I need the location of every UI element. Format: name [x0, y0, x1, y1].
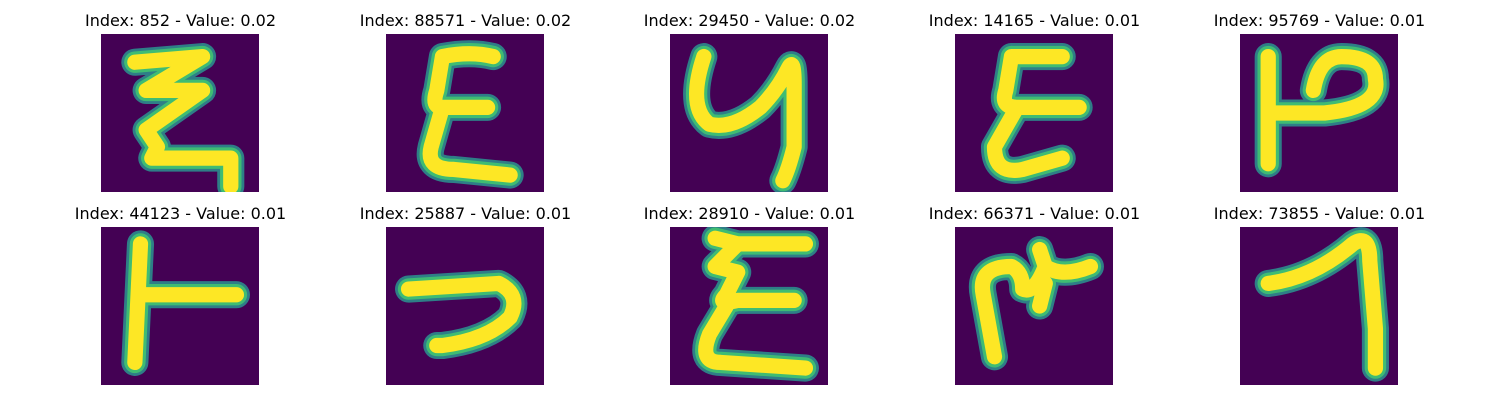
stroke-core	[400, 275, 522, 354]
glyph-image	[1240, 227, 1398, 385]
glyph-stroke	[395, 269, 528, 360]
panel-title: Index: 28910 - Value: 0.01	[643, 204, 856, 223]
stroke-core	[986, 48, 1087, 178]
glyph-stroke	[416, 40, 524, 189]
glyph-stroke	[121, 230, 250, 376]
stroke-core	[127, 236, 245, 371]
panel-title: Index: 44123 - Value: 0.01	[74, 204, 287, 223]
glyph-image	[670, 227, 828, 385]
panel-title: Index: 73855 - Value: 0.01	[1213, 204, 1426, 223]
panel-title: Index: 66371 - Value: 0.01	[928, 204, 1141, 223]
stroke-core	[127, 48, 239, 192]
glyph-image	[101, 227, 259, 385]
stroke-core	[689, 48, 802, 189]
panel-title: Index: 88571 - Value: 0.02	[359, 11, 572, 30]
glyph-image	[1240, 34, 1398, 192]
panel-title: Index: 25887 - Value: 0.01	[359, 204, 572, 223]
glyph-stroke	[980, 43, 1093, 184]
glyph-stroke	[683, 43, 808, 192]
glyph-stroke	[692, 227, 819, 382]
panel-title: Index: 852 - Value: 0.02	[84, 11, 277, 30]
stroke-core	[974, 241, 1099, 365]
stroke-core	[1260, 233, 1384, 376]
stroke-core	[422, 46, 518, 183]
stroke-core	[1260, 48, 1384, 172]
glyph-image	[386, 34, 544, 192]
panel-title: Index: 29450 - Value: 0.02	[643, 11, 856, 30]
glyph-stroke	[1254, 43, 1390, 178]
glyph-stroke	[121, 43, 245, 192]
glyph-stroke	[968, 236, 1104, 371]
glyph-image	[386, 227, 544, 385]
glyph-image	[670, 34, 828, 192]
stroke-core	[698, 230, 814, 376]
panel-title: Index: 14165 - Value: 0.01	[928, 11, 1141, 30]
panel-title: Index: 95769 - Value: 0.01	[1213, 11, 1426, 30]
glyph-stroke	[1254, 227, 1389, 382]
glyph-image	[101, 34, 259, 192]
glyph-image	[955, 34, 1113, 192]
glyph-image	[955, 227, 1113, 385]
